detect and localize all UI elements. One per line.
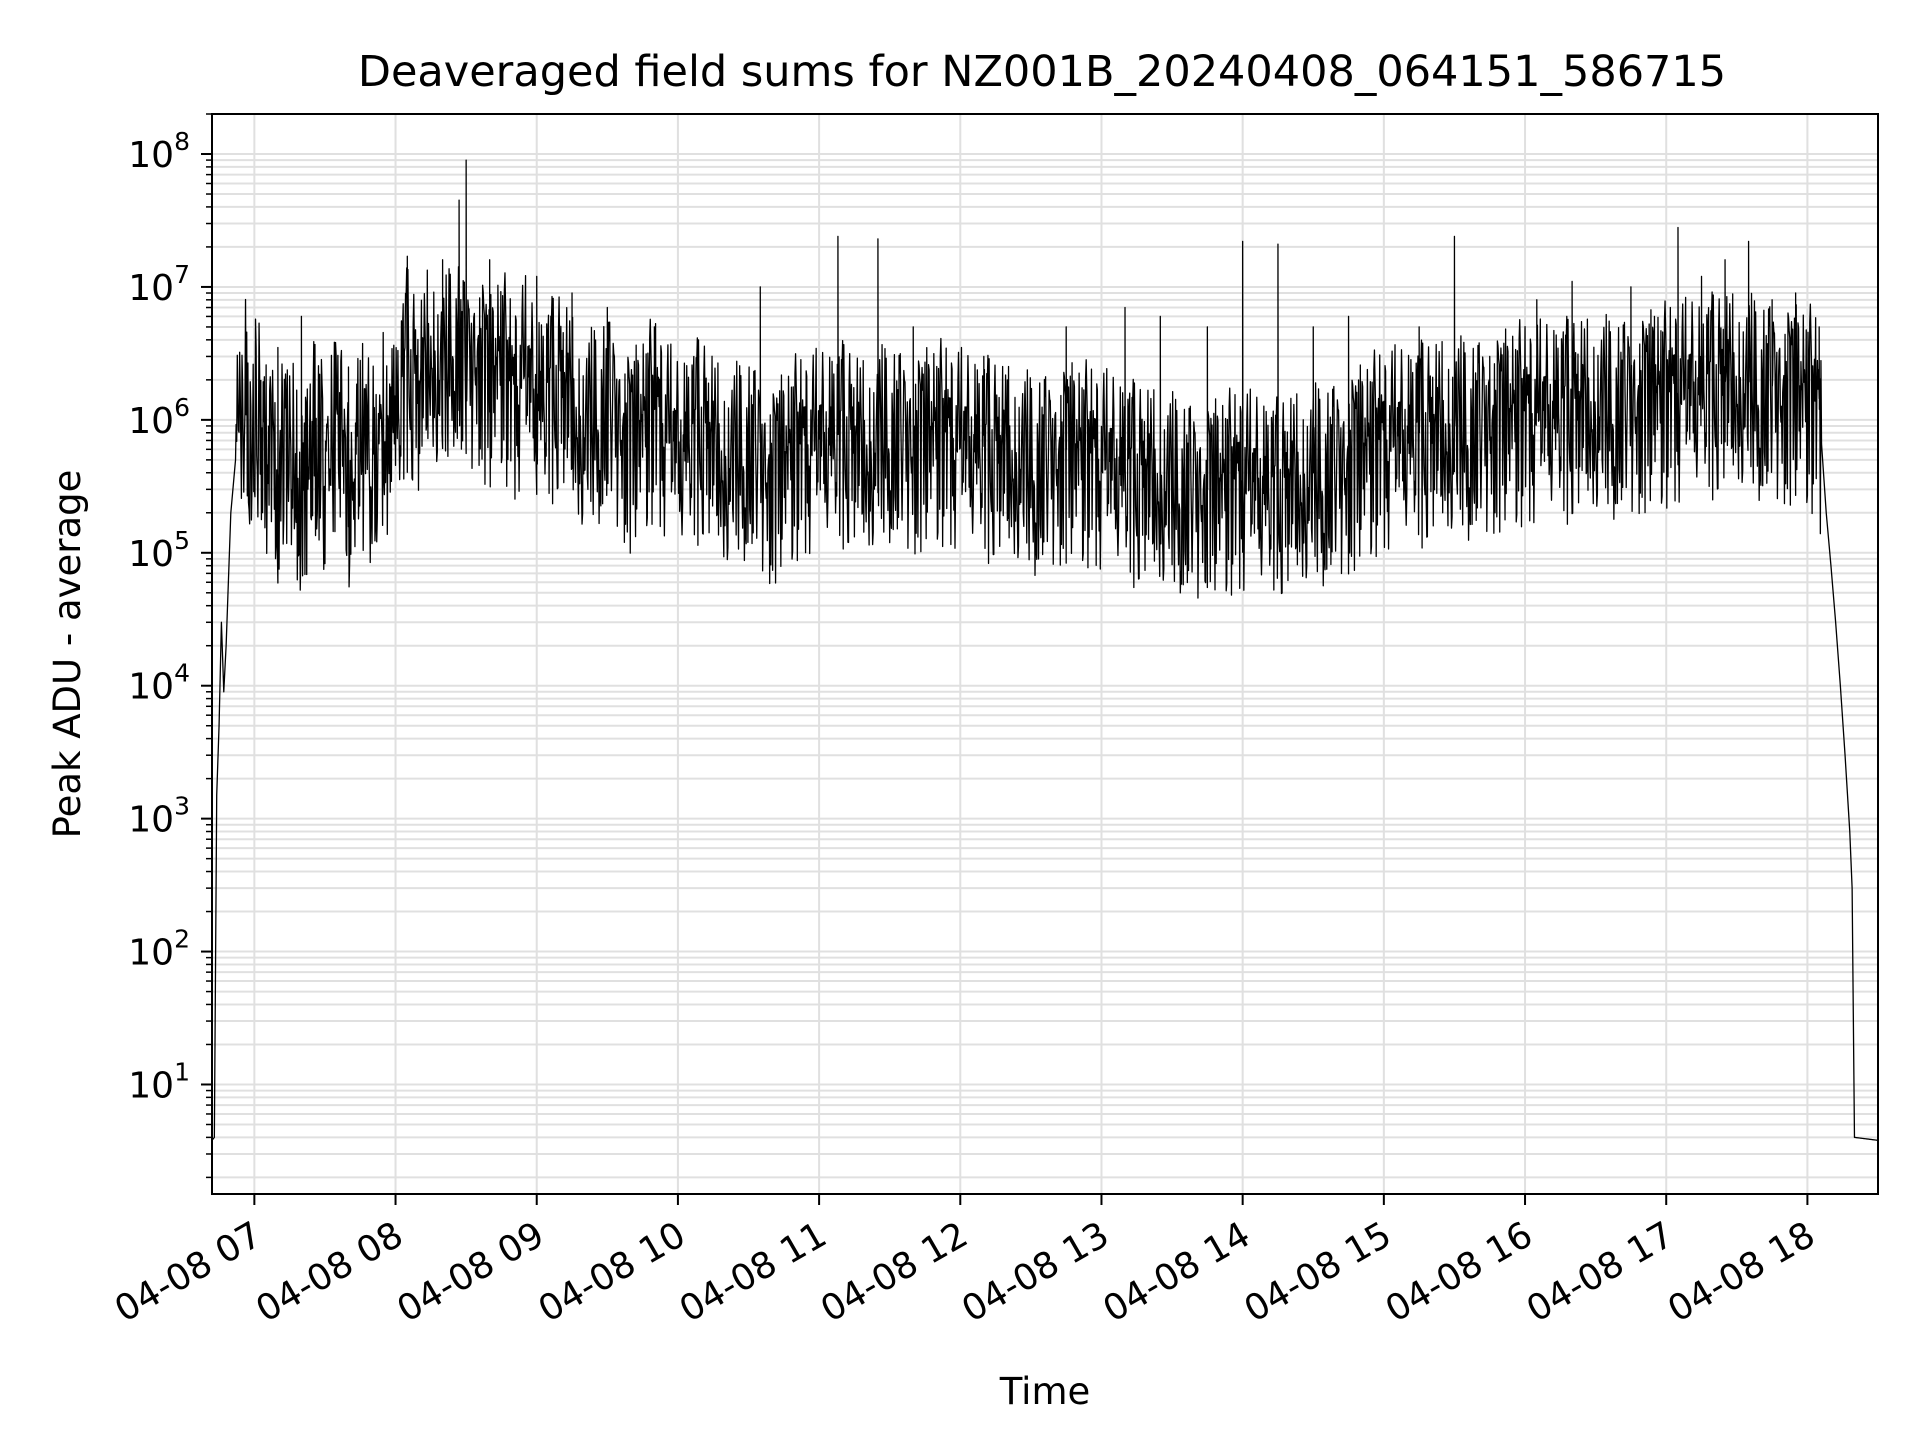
y-tick-label: 103 (128, 792, 190, 841)
y-axis-label: Peak ADU - average (46, 470, 89, 839)
chart-title: Deaveraged field sums for NZ001B_2024040… (358, 47, 1726, 97)
y-tick-label: 102 (128, 925, 190, 974)
y-tick-label: 105 (128, 526, 190, 575)
y-tick-label: 108 (128, 127, 190, 176)
plot-frame (211, 113, 1879, 1195)
data-series (211, 159, 1879, 1141)
y-tick-label: 106 (128, 393, 190, 442)
y-tick-label: 104 (128, 659, 190, 708)
y-tick-label: 107 (128, 260, 190, 309)
y-axis: 101 102 103 104 105 106 107 108 (128, 113, 212, 1179)
series-line (211, 159, 1879, 1141)
x-axis-label: Time (999, 1370, 1091, 1413)
y-tick-label: 101 (128, 1057, 190, 1106)
